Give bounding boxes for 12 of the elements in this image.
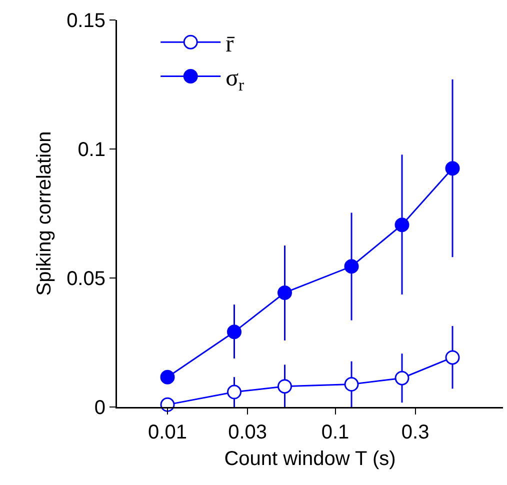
y-tick-label: 0.1 [78,139,106,161]
x-tick-label: 0.1 [321,422,350,444]
y-tick-label: 0 [94,397,106,419]
x-axis-title: Count window T (s) [224,448,396,470]
x-tick-label: 0.01 [148,422,187,444]
x-tick-label: 0.03 [228,422,268,444]
legend-label: r̄ [226,31,235,58]
legend-label: σ$_{r}$ [226,66,245,95]
y-tick-label: 0.15 [66,10,106,32]
x-tick-label: 0.3 [401,422,430,444]
y-axis-title: Spiking correlation [33,131,56,296]
y-tick-label: 0.05 [66,268,106,290]
